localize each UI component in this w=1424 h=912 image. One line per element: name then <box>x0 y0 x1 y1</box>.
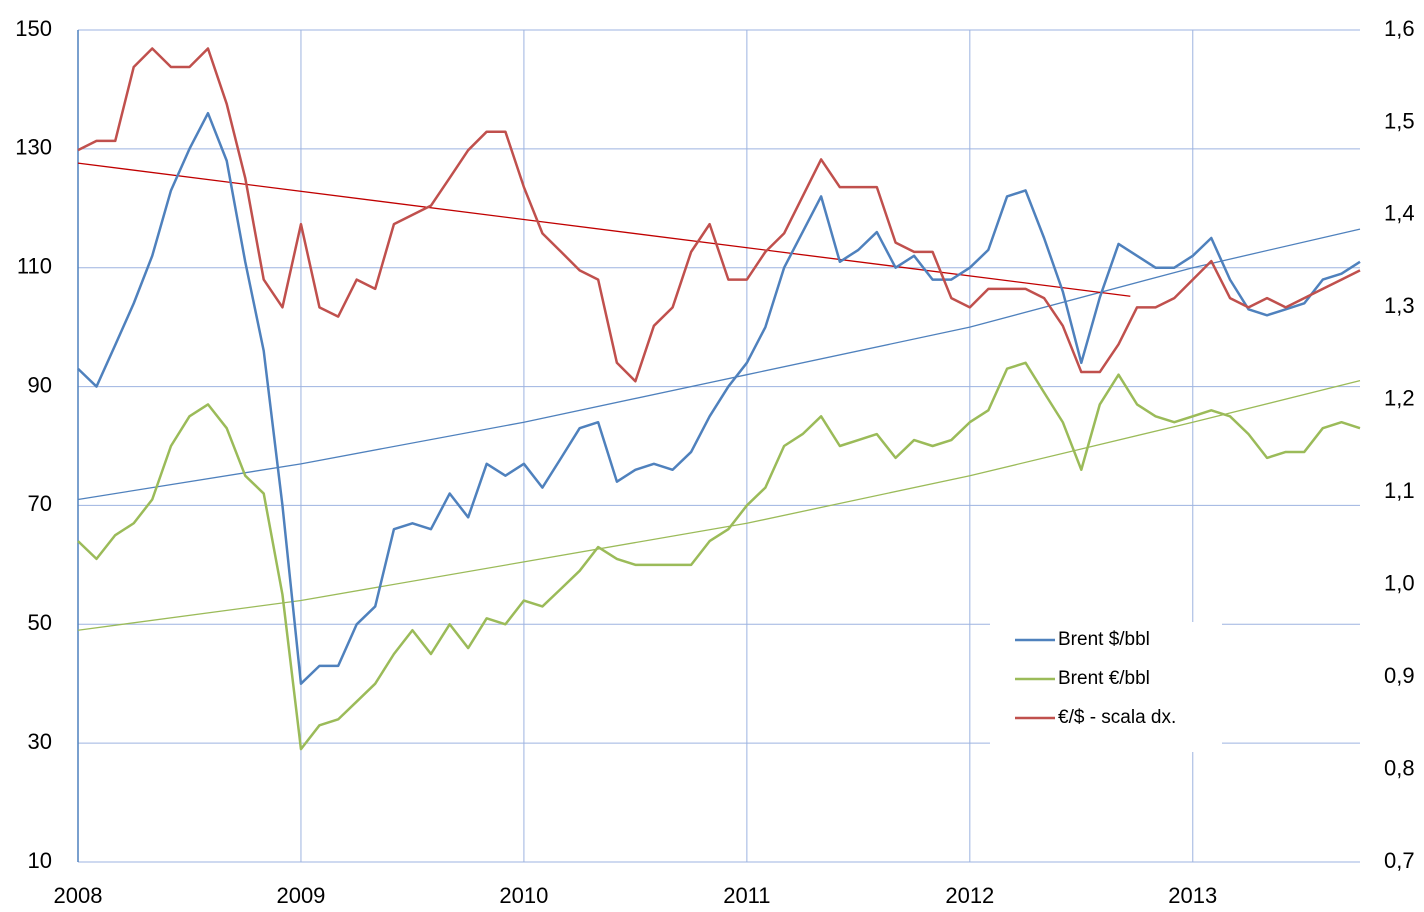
y-tick-label: 110 <box>17 254 52 279</box>
series-line <box>77 361 1361 751</box>
y-tick-label: 130 <box>15 135 52 160</box>
x-tick-label: 2013 <box>1168 883 1217 908</box>
legend: Brent $/bbl Brent €/bbl €/$ - scala dx. <box>990 622 1222 752</box>
x-tick-label: 2010 <box>499 883 548 908</box>
y-tick-label: 10 <box>28 848 52 873</box>
x-tick-label: 2008 <box>54 883 103 908</box>
y2-tick-label: 0,9 <box>1384 663 1415 688</box>
trend-line <box>77 162 1131 297</box>
y2-tick-label: 1,5 <box>1384 108 1415 133</box>
legend-box <box>990 622 1222 752</box>
series-line <box>77 111 1361 685</box>
trend-line <box>77 379 1361 631</box>
y2-tick-label: 1,2 <box>1384 386 1415 411</box>
y-tick-label: 50 <box>28 610 52 635</box>
x-tick-label: 2012 <box>945 883 994 908</box>
legend-label: €/$ - scala dx. <box>1058 707 1176 728</box>
y2-tick-label: 1,6 <box>1384 16 1415 41</box>
legend-label: Brent $/bbl <box>1058 629 1150 650</box>
y2-tick-label: 0,7 <box>1384 848 1415 873</box>
y2-tick-label: 1,3 <box>1384 293 1415 318</box>
trend-line <box>77 228 1361 501</box>
y-tick-label: 70 <box>28 491 52 516</box>
y2-tick-label: 0,8 <box>1384 755 1415 780</box>
y2-tick-label: 1,0 <box>1384 570 1415 595</box>
y-tick-label: 30 <box>28 729 52 754</box>
y-tick-label: 90 <box>28 372 52 397</box>
y2-tick-label: 1,1 <box>1384 478 1415 503</box>
legend-label: Brent €/bbl <box>1058 668 1150 689</box>
series-line <box>77 47 1361 383</box>
y2-tick-label: 1,4 <box>1384 201 1415 226</box>
y-tick-label: 150 <box>15 16 52 41</box>
x-tick-label: 2011 <box>723 883 770 908</box>
x-tick-label: 2009 <box>276 883 325 908</box>
